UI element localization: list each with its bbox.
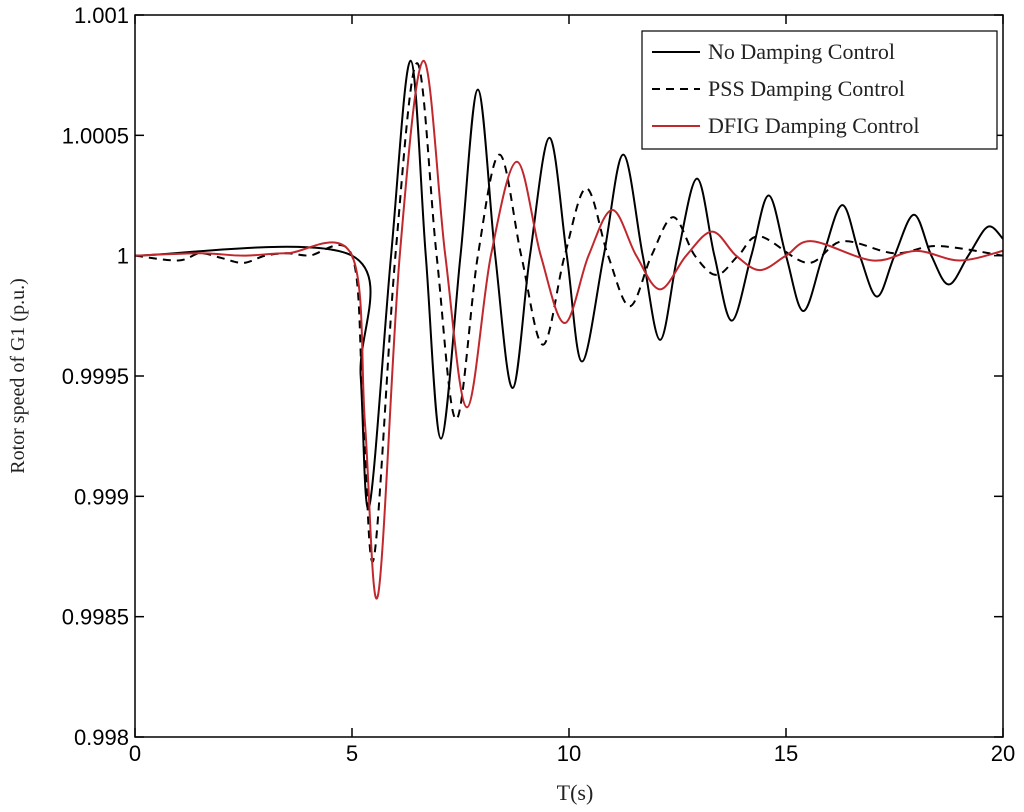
x-tick-label: 10 <box>557 741 581 766</box>
y-axis-label: Rotor speed of G1 (p.u.) <box>7 278 29 474</box>
plot-frame <box>134 14 1004 738</box>
x-tick-label: 20 <box>991 741 1015 766</box>
series-line <box>134 59 1004 600</box>
x-tick-label: 5 <box>346 741 358 766</box>
y-tick-label: 0.9995 <box>62 364 129 389</box>
y-tick-label: 0.998 <box>74 725 129 750</box>
y-tick-label: 0.9985 <box>62 605 129 630</box>
y-tick-label: 0.999 <box>74 484 129 509</box>
legend-label: PSS Damping Control <box>708 76 905 101</box>
y-tick-label: 1.001 <box>74 3 129 28</box>
legend-label: No Damping Control <box>708 39 895 64</box>
x-tick-label: 0 <box>129 741 141 766</box>
legend-box <box>641 30 998 150</box>
series-line <box>134 59 1004 510</box>
y-tick-label: 1 <box>117 244 129 269</box>
legend-label: DFIG Damping Control <box>708 113 919 138</box>
x-tick-label: 15 <box>774 741 798 766</box>
y-tick-label: 1.0005 <box>62 123 129 148</box>
legend: No Damping Control PSS Damping Control DFI… <box>641 30 998 150</box>
x-axis-label: T(s) <box>557 780 594 805</box>
